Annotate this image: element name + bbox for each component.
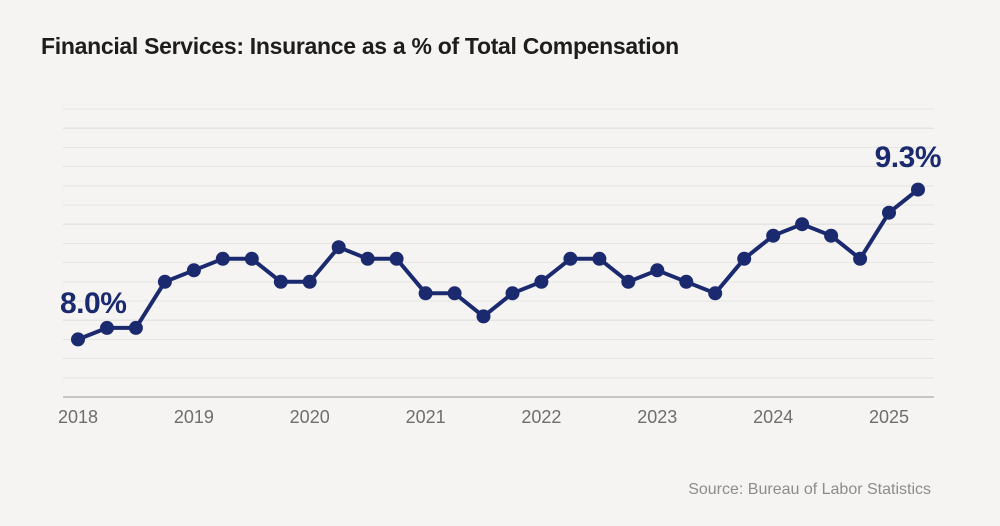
end-value-label: 9.3%	[874, 141, 942, 174]
data-point	[331, 240, 346, 255]
data-point	[215, 251, 230, 266]
x-axis-tick-label: 2021	[406, 407, 446, 427]
data-point	[389, 251, 404, 266]
x-axis-tick-label: 2022	[521, 407, 561, 427]
data-point	[882, 205, 896, 220]
data-point	[621, 274, 636, 289]
start-value-label: 8.0%	[60, 287, 127, 320]
data-point	[795, 217, 810, 232]
data-point	[186, 263, 201, 278]
data-point	[824, 228, 839, 243]
x-axis-tick-label: 2019	[174, 407, 214, 427]
data-point	[128, 320, 143, 335]
x-axis-tick-label: 2018	[58, 407, 98, 427]
source-attribution: Source: Bureau of Labor Statistics	[688, 481, 931, 498]
chart-title: Financial Services: Insurance as a % of …	[41, 33, 679, 59]
trend-line	[76, 187, 920, 342]
data-point	[476, 309, 491, 324]
x-axis-tick-label: 2023	[637, 407, 677, 427]
x-axis-tick-label: 2020	[290, 407, 330, 427]
data-point	[302, 274, 317, 289]
data-point	[71, 332, 85, 347]
data-point	[360, 251, 375, 266]
data-point	[708, 286, 723, 301]
data-point	[650, 263, 665, 278]
data-point	[157, 274, 172, 289]
data-point	[418, 286, 433, 301]
data-point	[447, 286, 462, 301]
data-point	[563, 251, 578, 266]
x-axis-tick-label: 2025	[869, 407, 909, 427]
data-point	[244, 251, 259, 266]
data-point	[853, 251, 868, 266]
data-point	[273, 274, 288, 289]
data-point	[534, 274, 549, 289]
data-point	[100, 320, 114, 335]
data-point	[737, 251, 752, 266]
data-point	[505, 286, 520, 301]
data-point	[592, 251, 607, 266]
data-point	[766, 228, 781, 243]
x-axis-tick-label: 2024	[753, 407, 793, 427]
data-point	[911, 182, 925, 197]
data-point	[679, 274, 694, 289]
